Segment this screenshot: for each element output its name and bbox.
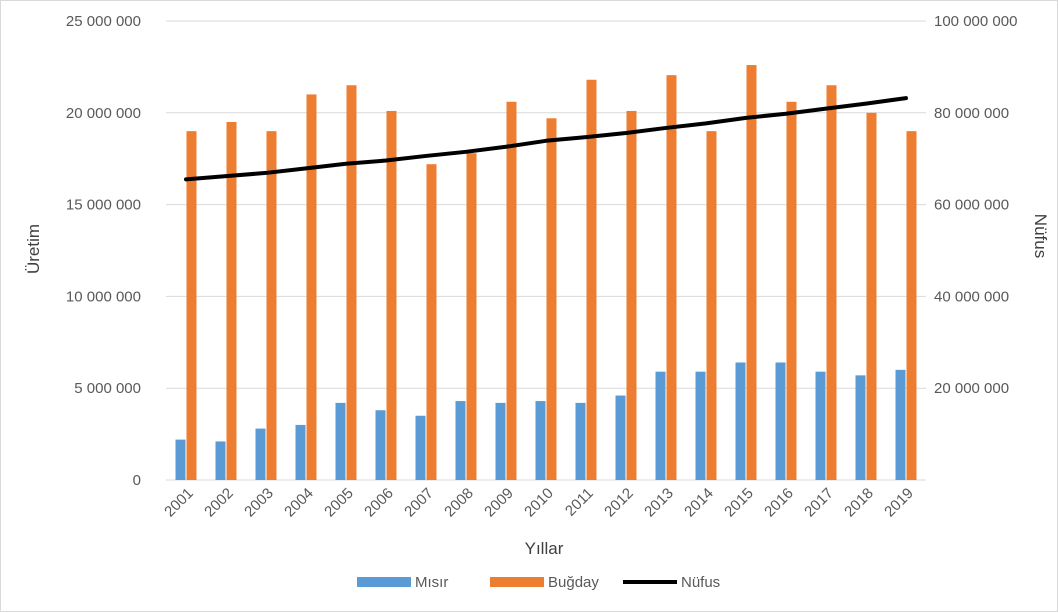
bar-misir <box>895 369 906 480</box>
bars <box>175 65 917 481</box>
x-tick-label: 2012 <box>601 485 637 521</box>
bar-misir <box>215 441 226 480</box>
x-tick-label: 2015 <box>721 485 757 521</box>
bar-bugday <box>666 75 677 481</box>
bar-bugday <box>826 85 837 480</box>
bar-misir <box>775 362 786 480</box>
x-tick-label: 2013 <box>641 485 677 521</box>
bar-misir <box>255 428 266 480</box>
bar-misir <box>535 401 546 480</box>
y-tick-label: 15 000 000 <box>66 197 141 214</box>
bar-bugday <box>546 118 557 481</box>
population-line <box>184 96 908 182</box>
bar-misir <box>455 401 466 480</box>
right-axis-ticks: 20 000 000 40 000 000 60 000 000 80 000 000… <box>934 13 1017 397</box>
x-axis-ticks: 2001 2002 2003 2004 2005 2006 2007 2008 2009 2010… <box>161 485 917 521</box>
bar-misir <box>335 402 346 480</box>
x-tick-label: 2016 <box>761 485 797 521</box>
x-tick-label: 2006 <box>361 485 397 521</box>
bar-bugday <box>586 79 597 480</box>
bar-bugday <box>346 85 357 480</box>
left-axis-ticks: 0 5 000 000 10 000 000 15 000 000 20 000 000… <box>66 13 141 489</box>
x-tick-label: 2008 <box>441 485 477 521</box>
bar-misir <box>735 362 746 480</box>
x-tick-label: 2004 <box>281 485 317 521</box>
bar-misir <box>615 395 626 480</box>
bar-misir <box>175 439 186 480</box>
y2-tick-label: 20 000 000 <box>934 380 1009 397</box>
bar-bugday <box>746 65 757 481</box>
legend-label: Nüfus <box>681 574 720 591</box>
bar-misir <box>375 410 386 480</box>
bar-misir <box>495 402 506 480</box>
bar-bugday <box>506 101 517 480</box>
bar-bugday <box>266 131 277 480</box>
bar-bugday <box>426 164 437 480</box>
x-tick-label: 2001 <box>161 485 197 521</box>
bar-bugday <box>386 110 397 481</box>
bar-misir <box>655 371 666 480</box>
y2-tick-label: 100 000 000 <box>934 13 1017 30</box>
y-tick-label: 25 000 000 <box>66 13 141 30</box>
x-tick-label: 2019 <box>881 485 917 521</box>
bar-bugday <box>626 110 637 481</box>
x-tick-label: 2007 <box>401 485 437 521</box>
nufus-line <box>184 96 908 182</box>
bar-bugday <box>706 131 717 480</box>
bar-misir <box>855 375 866 480</box>
legend-swatch <box>490 577 544 587</box>
legend: Mısır Buğday Nüfus <box>357 574 720 591</box>
bar-misir <box>815 371 826 480</box>
bar-misir <box>295 424 306 480</box>
x-tick-label: 2014 <box>681 485 717 521</box>
x-tick-label: 2010 <box>521 485 557 521</box>
y2-tick-label: 40 000 000 <box>934 288 1009 305</box>
bar-bugday <box>226 121 237 480</box>
x-tick-label: 2017 <box>801 485 837 521</box>
gridlines <box>166 20 926 481</box>
y2-tick-label: 60 000 000 <box>934 197 1009 214</box>
y2-axis-title: Nüfus <box>1031 214 1050 258</box>
y-tick-label: 20 000 000 <box>66 105 141 122</box>
y2-tick-label: 80 000 000 <box>934 105 1009 122</box>
y-tick-label: 5 000 000 <box>74 380 141 397</box>
y-axis-title: Üretim <box>24 224 43 274</box>
bar-misir <box>415 415 426 480</box>
x-tick-label: 2009 <box>481 485 517 521</box>
x-tick-label: 2005 <box>321 485 357 521</box>
bar-bugday <box>786 101 797 480</box>
y-tick-label: 10 000 000 <box>66 288 141 305</box>
x-tick-label: 2018 <box>841 485 877 521</box>
bar-misir <box>695 371 706 480</box>
x-axis-title: Yıllar <box>525 539 564 558</box>
x-tick-label: 2002 <box>201 485 237 521</box>
legend-label: Mısır <box>415 574 448 591</box>
bar-bugday <box>466 153 477 480</box>
bar-misir <box>575 402 586 480</box>
legend-swatch <box>357 577 411 587</box>
bar-bugday <box>866 112 877 481</box>
x-tick-label: 2003 <box>241 485 277 521</box>
x-tick-label: 2011 <box>562 485 597 520</box>
legend-label: Buğday <box>548 574 599 591</box>
bar-bugday <box>186 131 197 480</box>
bar-bugday <box>906 131 917 480</box>
y-tick-label: 0 <box>133 472 141 489</box>
bar-bugday <box>306 94 317 480</box>
